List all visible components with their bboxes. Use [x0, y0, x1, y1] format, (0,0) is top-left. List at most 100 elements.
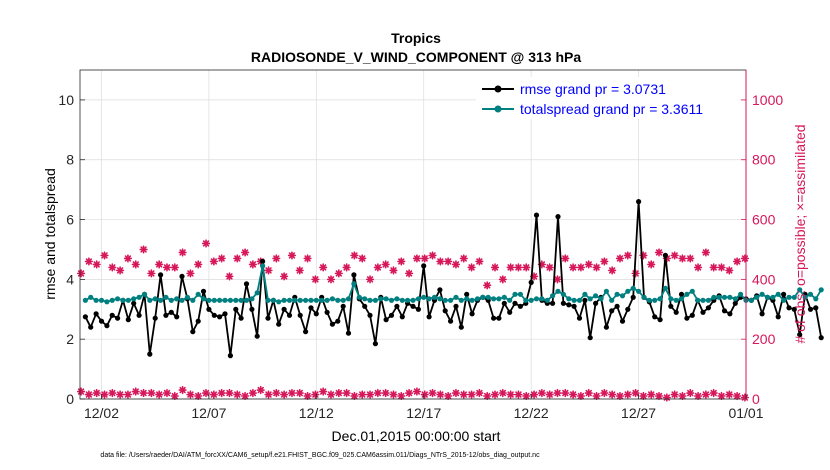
series-1-point-80 [512, 291, 518, 297]
right-axis-ticks: 0 200 400 600 800 1000 [741, 70, 783, 407]
obs-possible-marker-74 [654, 248, 664, 257]
obs-possible-marker-65 [584, 260, 593, 269]
obs-possible-marker-25 [272, 254, 281, 263]
series-0-point-101 [625, 306, 631, 312]
series-1-point-14 [158, 297, 164, 303]
series-0-point-89 [560, 300, 567, 306]
series-0-point-49 [345, 330, 352, 336]
obs-possible-marker-1-stroke-3 [85, 258, 93, 265]
series-1-point-110 [673, 297, 679, 303]
series-1-point-49 [345, 296, 352, 302]
obs-possible-marker-60-stroke-3 [546, 264, 553, 271]
series-0-point-21 [195, 318, 201, 324]
series-1-point-117 [711, 294, 717, 300]
series-1-point-81 [517, 291, 524, 297]
obs-assimilated-marker-33-stroke-3 [335, 389, 342, 397]
series-1-point-59 [399, 297, 405, 303]
obs-possible-marker-20-stroke-3 [234, 255, 241, 262]
series-0-point-30 [243, 281, 250, 287]
obs-possible-marker-19 [225, 272, 234, 281]
series-1-point-67 [442, 297, 448, 303]
series-1-point-61 [410, 297, 416, 303]
obs-possible-marker-63-stroke-3 [569, 264, 577, 271]
obs-assimilated-marker-26-stroke-3 [280, 391, 288, 398]
series-0-point-1 [88, 324, 94, 330]
obs-possible-marker-45 [428, 251, 437, 260]
obs-possible-marker-5-stroke-3 [116, 267, 124, 274]
obs-assimilated-marker-79 [693, 391, 703, 401]
obs-assimilated-marker-4-stroke-3 [109, 389, 116, 397]
obs-possible-marker-0-stroke-3 [77, 270, 85, 277]
obs-assimilated-marker-11 [162, 388, 172, 398]
series-1-point-102 [630, 285, 636, 291]
series-0-point-37 [281, 306, 287, 312]
series-0-point-18 [179, 273, 185, 279]
series-1-point-109 [668, 296, 674, 302]
series-0-point-80 [512, 300, 518, 306]
obs-possible-marker-66 [592, 263, 601, 272]
obs-assimilated-marker-40 [389, 390, 398, 399]
series-0-point-52 [362, 303, 368, 309]
obs-assimilated-marker-67-stroke-3 [601, 389, 608, 397]
obs-assimilated-marker-0-stroke-3 [77, 388, 85, 395]
obs-possible-marker-82 [717, 263, 726, 272]
series-0-point-130 [781, 291, 787, 297]
series-0-point-129 [775, 314, 781, 320]
legend-rmse-label: rmse grand pr = 3.0731 [520, 81, 666, 97]
obs-possible-marker-14-stroke-3 [187, 270, 194, 277]
series-1-point-42 [308, 297, 314, 303]
series-0-point-6 [115, 315, 121, 321]
obs-assimilated-marker-21-stroke-3 [241, 392, 249, 400]
obs-possible-marker-4 [108, 263, 117, 272]
obs-assimilated-marker-21 [240, 391, 250, 401]
obs-possible-marker-73-stroke-3 [648, 261, 655, 268]
legend-spread-marker [494, 105, 502, 113]
series-1-point-29 [238, 297, 244, 303]
obs-possible-marker-84-stroke-3 [733, 258, 741, 265]
obs-assimilated-marker-77-stroke-3 [679, 392, 686, 400]
obs-assimilated-marker-83-stroke-3 [726, 391, 733, 398]
obs-possible-marker-54 [498, 275, 507, 284]
obs-possible-marker-80-stroke-3 [702, 249, 710, 256]
obs-assimilated-marker-80 [701, 390, 710, 399]
series-1-point-101 [625, 288, 631, 294]
series-1-point-93 [582, 291, 588, 297]
obs-assimilated-marker-64 [576, 391, 586, 401]
obs-possible-marker-45-stroke-3 [429, 252, 436, 259]
obs-possible-marker-78 [686, 254, 695, 263]
series-0-point-32 [254, 333, 260, 339]
series-0-point-102 [630, 294, 636, 300]
obs-assimilated-marker-39 [381, 388, 390, 398]
series-1-point-50 [351, 281, 357, 287]
chart-subtitle: RADIOSONDE_V_WIND_COMPONENT @ 313 hPa [251, 49, 581, 65]
obs-assimilated-marker-47 [444, 391, 453, 401]
obs-possible-marker-29-stroke-3 [304, 255, 311, 262]
obs-assimilated-marker-22 [248, 388, 257, 398]
obs-possible-marker-83 [725, 266, 734, 275]
obs-assimilated-marker-71-stroke-3 [632, 389, 639, 397]
obs-possible-marker-27 [287, 251, 297, 260]
series-0-point-14 [158, 272, 164, 278]
series-1-point-45 [324, 297, 330, 303]
left-axis-ticks: 0 2 4 6 8 10 [58, 92, 85, 407]
series-0-point-53 [367, 312, 373, 318]
series-1-point-96 [598, 296, 604, 302]
series-0-point-0 [82, 314, 88, 320]
series-0-point-83 [528, 279, 534, 285]
series-0-point-70 [458, 324, 464, 330]
obs-possible-marker-33 [334, 269, 343, 278]
series-0-point-15 [163, 312, 169, 318]
obs-assimilated-marker-43-stroke-3 [413, 388, 421, 395]
series-1-point-104 [641, 294, 647, 300]
obs-assimilated-marker-82-stroke-3 [718, 392, 725, 400]
obs-assimilated-marker-18 [217, 388, 226, 398]
series-0-point-63 [421, 263, 427, 269]
obs-possible-marker-44 [420, 254, 429, 263]
obs-assimilated-marker-1 [84, 390, 93, 399]
series-1-point-132 [791, 294, 797, 300]
obs-possible-marker-11 [162, 263, 172, 272]
obs-assimilated-marker-41-stroke-3 [398, 392, 405, 400]
series-0-point-28 [233, 306, 239, 312]
series-1-point-68 [448, 297, 454, 303]
series-0-point-81 [517, 303, 524, 309]
